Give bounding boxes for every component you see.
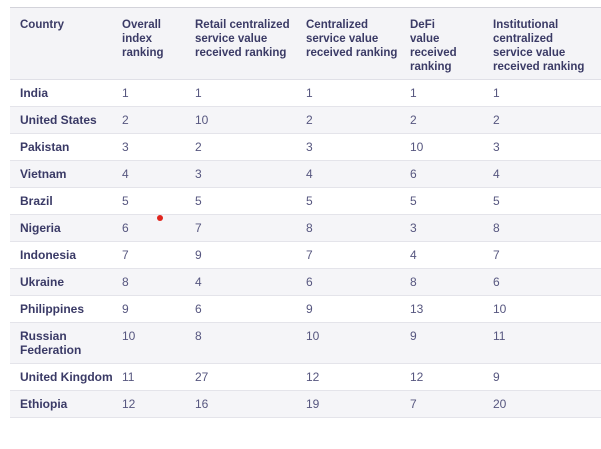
rank-cell: 7	[195, 221, 202, 235]
rank-cell: 1	[493, 86, 500, 100]
rank-cell: 5	[410, 194, 417, 208]
rank-cell: 8	[410, 275, 417, 289]
country-cell: Indonesia	[20, 248, 77, 262]
rank-cell: 1	[195, 86, 202, 100]
rankings-table-container: Country Overall index ranking Retail cen…	[10, 7, 601, 418]
table-row: Indonesia 7 9 7 4 7	[10, 241, 601, 269]
column-header-retail-centralized: Retail centralized service value receive…	[195, 19, 290, 59]
rank-cell: 5	[306, 194, 313, 208]
rank-cell: 4	[306, 167, 313, 181]
click-marker-dot	[157, 215, 163, 221]
rank-cell: 3	[195, 167, 202, 181]
rank-cell: 7	[306, 248, 313, 262]
country-cell: United Kingdom	[20, 370, 113, 384]
rank-cell: 6	[122, 221, 129, 235]
rank-cell: 2	[195, 140, 202, 154]
table-row: Ethiopia 12 16 19 7 20	[10, 390, 601, 418]
rank-cell: 6	[195, 302, 202, 316]
rank-cell: 9	[195, 248, 202, 262]
country-cell: Russian Federation	[20, 329, 82, 357]
table-row: India 1 1 1 1 1	[10, 79, 601, 107]
rank-cell: 9	[306, 302, 313, 316]
rank-cell: 4	[410, 248, 417, 262]
rank-cell: 16	[195, 397, 209, 411]
country-cell: Ethiopia	[20, 397, 68, 411]
rank-cell: 1	[306, 86, 313, 100]
country-cell: Ukraine	[20, 275, 65, 289]
rank-cell: 7	[410, 397, 417, 411]
rank-cell: 8	[195, 329, 202, 343]
rank-cell: 5	[122, 194, 129, 208]
rank-cell: 7	[493, 248, 500, 262]
rank-cell: 5	[195, 194, 202, 208]
rank-cell: 10	[122, 329, 136, 343]
rank-cell: 27	[195, 370, 209, 384]
rank-cell: 1	[410, 86, 417, 100]
header-row: Country Overall index ranking Retail cen…	[10, 7, 601, 80]
rank-cell: 10	[195, 113, 209, 127]
rank-cell: 8	[306, 221, 313, 235]
table-row: Russian Federation 10 8 10 9 11	[10, 322, 601, 364]
rank-cell: 2	[306, 113, 313, 127]
rank-cell: 13	[410, 302, 424, 316]
rank-cell: 19	[306, 397, 320, 411]
table-row: Brazil 5 5 5 5 5	[10, 187, 601, 215]
rank-cell: 8	[122, 275, 129, 289]
rank-cell: 4	[493, 167, 500, 181]
rank-cell: 9	[493, 370, 500, 384]
country-cell: Vietnam	[20, 167, 67, 181]
crypto-adoption-rankings-table: Country Overall index ranking Retail cen…	[10, 7, 601, 418]
rank-cell: 6	[410, 167, 417, 181]
column-header-institutional: Institutional centralized service value …	[493, 19, 585, 73]
country-cell: Brazil	[20, 194, 53, 208]
rank-cell: 10	[410, 140, 424, 154]
rank-cell: 4	[195, 275, 202, 289]
rank-cell: 12	[410, 370, 424, 384]
rank-cell: 20	[493, 397, 507, 411]
rank-cell: 12	[306, 370, 320, 384]
rank-cell: 3	[493, 140, 500, 154]
rank-cell: 3	[122, 140, 129, 154]
column-header-defi: DeFi value received ranking	[410, 19, 457, 73]
table-row: United States 2 10 2 2 2	[10, 106, 601, 134]
rank-cell: 3	[306, 140, 313, 154]
rank-cell: 11	[493, 329, 506, 343]
rank-cell: 5	[493, 194, 500, 208]
rank-cell: 2	[493, 113, 500, 127]
rank-cell: 4	[122, 167, 129, 181]
rank-cell: 8	[493, 221, 500, 235]
rank-cell: 6	[493, 275, 500, 289]
rank-cell: 9	[410, 329, 417, 343]
country-cell: Nigeria	[20, 221, 61, 235]
rank-cell: 10	[493, 302, 507, 316]
rank-cell: 10	[306, 329, 320, 343]
rank-cell: 9	[122, 302, 129, 316]
table-row: Philippines 9 6 9 13 10	[10, 295, 601, 323]
table-row: Nigeria 6 7 8 3 8	[10, 214, 601, 242]
column-header-country: Country	[20, 19, 65, 31]
country-cell: India	[20, 86, 49, 100]
country-cell: Pakistan	[20, 140, 70, 154]
rank-cell: 7	[122, 248, 129, 262]
rank-cell: 2	[410, 113, 417, 127]
rank-cell: 6	[306, 275, 313, 289]
rank-cell: 11	[122, 370, 135, 384]
column-header-centralized: Centralized service value received ranki…	[306, 19, 398, 59]
rank-cell: 1	[122, 86, 129, 100]
table-row: Vietnam 4 3 4 6 4	[10, 160, 601, 188]
rank-cell: 2	[122, 113, 129, 127]
table-row: United Kingdom 11 27 12 12 9	[10, 363, 601, 391]
country-cell: Philippines	[20, 302, 85, 316]
rank-cell: 12	[122, 397, 136, 411]
country-cell: United States	[20, 113, 97, 127]
column-header-overall-index: Overall index ranking	[122, 19, 164, 59]
rank-cell: 3	[410, 221, 417, 235]
table-row: Pakistan 3 2 3 10 3	[10, 133, 601, 161]
table-row: Ukraine 8 4 6 8 6	[10, 268, 601, 296]
